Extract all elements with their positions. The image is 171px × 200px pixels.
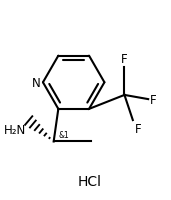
- Text: F: F: [150, 93, 157, 106]
- Text: HCl: HCl: [77, 174, 102, 188]
- Text: F: F: [121, 53, 128, 66]
- Text: &1: &1: [58, 130, 69, 139]
- Text: F: F: [135, 122, 141, 135]
- Text: N: N: [32, 76, 41, 89]
- Text: H₂N: H₂N: [4, 124, 26, 137]
